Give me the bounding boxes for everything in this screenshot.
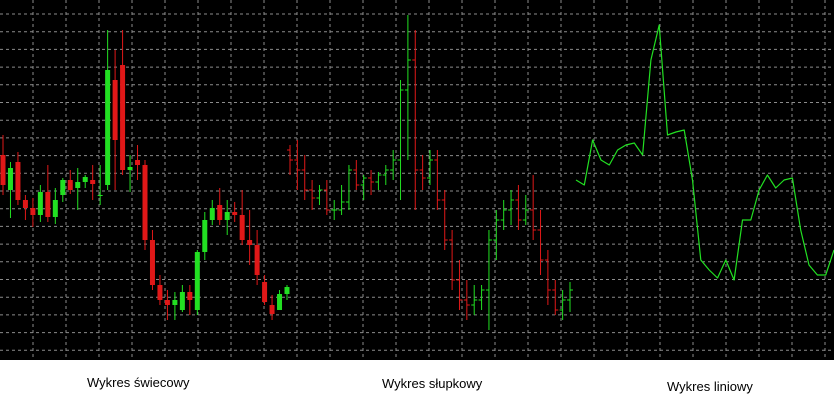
candle-body xyxy=(172,300,178,305)
candle-body xyxy=(0,155,6,185)
candle-body xyxy=(232,212,238,215)
candle-body xyxy=(284,287,290,294)
candle-body xyxy=(60,180,66,195)
line-series xyxy=(575,24,834,281)
caption-line: Wykres liniowy xyxy=(667,379,753,394)
caption-bar: Wykres słupkowy xyxy=(382,376,483,391)
candle-body xyxy=(30,208,36,215)
candle-body xyxy=(52,200,58,217)
candle-body xyxy=(269,305,275,314)
candle-body xyxy=(37,192,43,215)
candle-body xyxy=(262,282,268,302)
candle-body xyxy=(209,208,215,220)
chart-area xyxy=(0,0,834,360)
chart-svg xyxy=(0,0,834,360)
candle-body xyxy=(277,294,283,310)
candle-body xyxy=(254,245,260,275)
line-series-path xyxy=(575,24,834,281)
candle-body xyxy=(239,215,245,240)
candle-body xyxy=(90,180,96,184)
candlestick-series xyxy=(0,30,290,320)
candle-body xyxy=(112,80,118,140)
caption-candlestick: Wykres świecowy xyxy=(87,375,190,390)
candle-body xyxy=(135,160,141,165)
candle-body xyxy=(247,240,253,245)
candle-body xyxy=(202,220,208,252)
candle-body xyxy=(45,192,51,217)
candle-body xyxy=(142,165,148,240)
candle-body xyxy=(22,200,28,208)
candle-body xyxy=(97,195,103,196)
candle-body xyxy=(164,300,170,305)
candle-body xyxy=(224,212,230,220)
candle-body xyxy=(194,252,200,310)
candle-body xyxy=(157,285,163,300)
bar-series xyxy=(287,15,573,330)
candle-body xyxy=(149,240,155,285)
chart-background xyxy=(0,0,834,360)
candle-body xyxy=(127,167,133,170)
candle-body xyxy=(187,292,193,300)
candle-body xyxy=(217,205,223,220)
candle-body xyxy=(7,168,13,190)
candle-body xyxy=(15,162,21,200)
candle-body xyxy=(75,182,81,188)
candle-body xyxy=(179,292,185,310)
candle-body xyxy=(67,180,73,190)
candle-body xyxy=(120,65,126,170)
candle-body xyxy=(82,177,88,182)
candle-body xyxy=(105,70,111,185)
